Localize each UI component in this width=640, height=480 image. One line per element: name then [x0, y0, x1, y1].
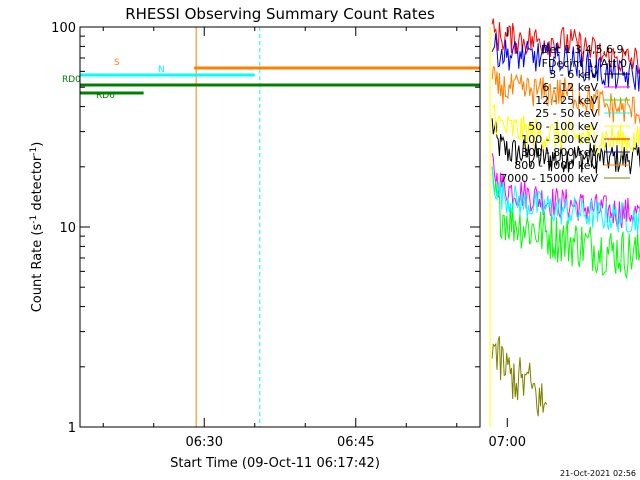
legend-label-25-50-kev: 25 - 50 keV: [535, 107, 598, 120]
x-tick-label-2: 07:00: [489, 435, 526, 450]
series-line-100-300-kev: [491, 18, 640, 75]
legend-label-3-6-kev: 3 - 6 keV: [549, 68, 598, 81]
legend-label-100-300-kev: 100 - 300 keV: [521, 133, 598, 146]
series-line-50-100-kev: [491, 103, 640, 156]
legend-label-7000-15000-kev: 7000 - 15000 keV: [500, 172, 598, 185]
legend-label-50-100-kev: 50 - 100 keV: [528, 120, 598, 133]
series-line-25-50-kev: [491, 165, 640, 235]
legend-label-300-800-kev: 300 - 800 keV: [521, 146, 598, 159]
legend-label-6-12-kev: 6 - 12 keV: [542, 81, 598, 94]
flag-label-s: S: [114, 58, 120, 68]
y-tick-label-1: 10: [59, 221, 76, 236]
x-axis-label: Start Time (09-Oct-11 06:17:42): [170, 456, 380, 471]
legend: Det 1,3,4,5,6,9,FDecim 1, Att 03 - 6 keV…: [500, 43, 630, 185]
y-axis-label-main: Count Rate (s: [30, 224, 45, 313]
y-axis-label-exponent-2: -1: [29, 147, 39, 156]
series-line-800-7000-kev: [491, 65, 640, 125]
x-tick-label-0: 06:30: [186, 435, 223, 450]
series-line-3-6-kev: [491, 118, 640, 175]
chart-title: RHESSI Observing Summary Count Rates: [125, 5, 435, 23]
flag-label-rd0: RD0: [62, 75, 81, 85]
x-tick-label-1: 06:45: [337, 435, 374, 450]
flag-label-rd6: RD6: [96, 91, 115, 101]
timestamp: 21-Oct-2021 02:56: [560, 469, 636, 478]
data-series: [491, 18, 640, 417]
plot-frame: [79, 26, 481, 428]
y-axis-label-tail: detector: [30, 155, 45, 215]
flag-label-n: N: [158, 65, 165, 75]
series-line-7000-15000-kev: [491, 336, 548, 417]
y-axis-label-end: ): [30, 142, 45, 147]
legend-label-12-25-kev: 12 - 25 keV: [535, 94, 598, 107]
y-tick-label-0: 1: [68, 421, 76, 436]
observing-flags: S N RD0 RD6: [62, 58, 480, 101]
y-axis-label-exponent: -1: [29, 215, 39, 224]
y-tick-label-2: 100: [51, 21, 76, 36]
series-line-300-800-kev: [491, 32, 640, 92]
legend-header-0: Det 1,3,4,5,6,9,: [541, 43, 627, 56]
y-axis-label: Count Rate (s-1 detector-1): [29, 142, 45, 313]
series-line-12-25-kev: [491, 166, 640, 280]
series-line-6-12-kev: [491, 153, 640, 229]
legend-label-800-7000-kev: 800 - 7000 keV: [514, 159, 598, 172]
legend-header-1: FDecim 1, Att 0: [542, 57, 627, 70]
